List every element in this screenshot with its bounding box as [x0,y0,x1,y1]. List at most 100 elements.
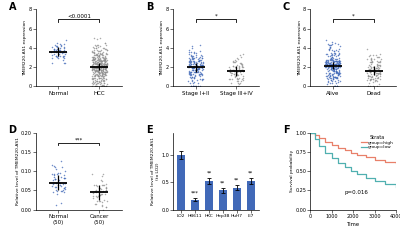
group=high [364,156,368,159]
Point [330,64,336,68]
Point [199,73,206,77]
Point [367,71,374,74]
Point [366,64,373,68]
Point [99,77,106,81]
Point [334,78,341,82]
Point [89,65,95,69]
Point [102,62,108,66]
Point [194,65,200,69]
Point [194,67,201,71]
Point [236,67,242,71]
Point [334,75,340,79]
Point [336,61,342,64]
Point [187,59,194,62]
Point [337,74,343,78]
Point [54,189,60,193]
Point [190,59,196,63]
Point [322,62,329,66]
group=high [336,147,340,149]
Point [238,78,245,81]
Point [198,61,204,65]
Point [330,65,336,69]
Point [365,73,371,76]
Point [190,62,196,65]
Point [326,63,332,67]
Y-axis label: TMEM220-AS1 expression: TMEM220-AS1 expression [23,20,27,76]
Point [367,74,374,78]
Point [98,204,105,207]
Point [102,65,108,69]
Point [336,62,342,66]
Point [198,72,205,75]
Point [95,57,101,61]
Point [96,71,102,75]
Point [186,57,192,60]
Point [96,80,102,84]
Point [197,74,203,78]
Point [96,62,102,66]
Point [335,66,342,70]
Point [94,63,101,67]
Point [366,70,373,73]
Point [99,63,105,67]
Point [95,65,102,69]
Point [328,65,334,69]
Point [334,60,340,63]
Point [375,69,382,73]
Point [94,75,101,78]
Point [367,57,374,61]
Point [325,66,331,70]
Point [101,79,108,82]
Point [97,52,104,55]
Point [93,66,99,70]
Point [90,50,96,54]
Point [328,60,334,64]
Point [326,64,333,68]
group=high [394,162,398,165]
Point [52,185,58,188]
Point [366,63,372,67]
Point [92,194,99,198]
Point [188,76,194,79]
Point [228,73,234,76]
Point [98,69,104,72]
Point [368,69,374,73]
Point [93,83,99,86]
Point [93,82,99,86]
Point [230,68,236,72]
Point [100,72,106,75]
Point [90,72,96,75]
Point [57,171,63,175]
Point [92,65,98,69]
Point [332,59,338,62]
Point [96,70,102,74]
Point [331,80,338,83]
Point [332,69,339,73]
Point [89,63,96,67]
Point [335,61,342,64]
Point [97,49,104,53]
Point [98,70,104,74]
Point [194,67,200,71]
Point [102,67,108,71]
Point [199,54,206,58]
Text: <0.0001: <0.0001 [67,14,91,19]
Point [333,65,339,69]
Point [371,57,377,61]
Point [333,67,339,71]
Point [187,85,194,88]
Point [98,66,104,70]
Point [330,66,337,70]
Point [93,70,100,73]
Point [323,58,330,62]
Point [367,78,374,81]
Point [331,67,338,71]
Point [239,64,245,68]
Point [92,69,98,73]
Point [100,85,107,88]
Point [52,177,58,181]
Point [186,59,192,63]
Point [98,51,105,55]
Point [333,62,339,66]
Point [100,51,106,54]
